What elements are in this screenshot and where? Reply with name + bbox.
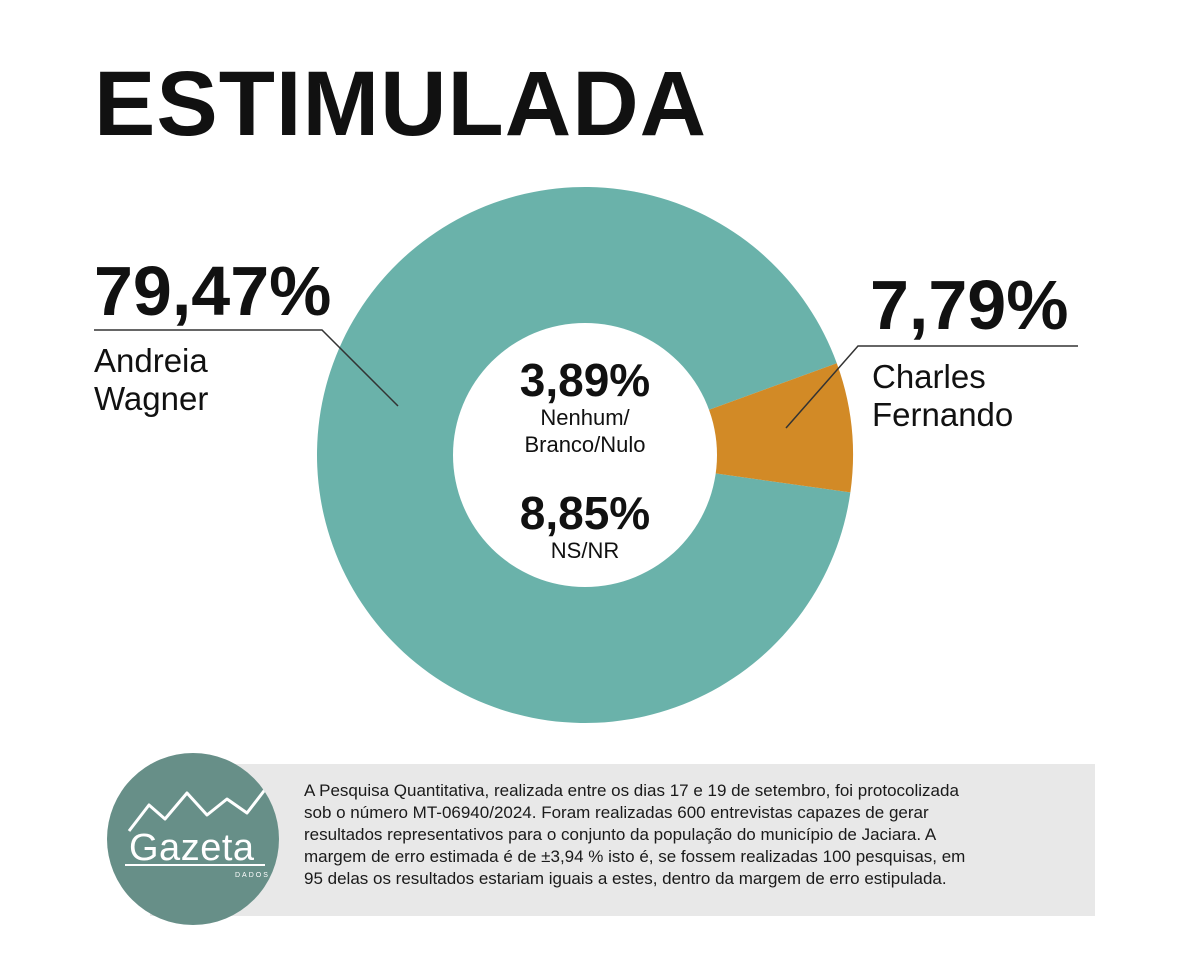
footnote-line: sob o número MT-06940/2024. Foram realiz… <box>304 803 929 822</box>
gazeta-logo: Gazeta DADOS <box>107 753 279 925</box>
footnote-box <box>150 764 1095 916</box>
center-label-nenhum-line1: Nenhum/ <box>540 405 630 430</box>
slice-label-charles-line2: Fernando <box>872 396 1014 433</box>
center-label-nenhum-line2: Branco/Nulo <box>524 432 646 457</box>
center-value-nsnr: 8,85% <box>519 487 651 539</box>
chart-title: ESTIMULADA <box>94 53 708 155</box>
donut-hole <box>453 323 717 587</box>
logo-subtitle: DADOS <box>235 872 270 879</box>
footnote-line: 95 delas os resultados estariam iguais a… <box>304 869 947 888</box>
slice-label-andreia: Andreia Wagner <box>94 342 208 418</box>
footnote-text: A Pesquisa Quantitativa, realizada entre… <box>304 780 1064 890</box>
slice-label-andreia-line1: Andreia <box>94 342 208 379</box>
center-label-nenhum: Nenhum/ Branco/Nulo <box>435 404 735 458</box>
slice-label-charles-line1: Charles <box>872 358 986 395</box>
slice-andreia-wagner <box>317 187 851 724</box>
center-label-nsnr: NS/NR <box>550 538 620 563</box>
logo-wordmark: Gazeta <box>129 827 255 869</box>
leader-line-andreia <box>94 329 399 407</box>
slice-value-andreia: 79,47% <box>94 252 332 330</box>
slice-label-charles: Charles Fernando <box>872 358 1013 434</box>
center-value-nenhum: 3,89% <box>519 354 651 406</box>
mountain-line-icon <box>125 786 269 866</box>
leader-line-charles <box>785 345 1078 429</box>
slice-label-andreia-line2: Wagner <box>94 380 209 417</box>
slice-value-charles: 7,79% <box>870 266 1069 344</box>
footnote-line: margem de erro estimada é de ±3,94 % ist… <box>304 847 966 866</box>
footnote-line: A Pesquisa Quantitativa, realizada entre… <box>304 781 959 800</box>
slice-charles-fernando <box>707 363 853 493</box>
footnote-line: resultados representativos para o conjun… <box>304 825 937 844</box>
